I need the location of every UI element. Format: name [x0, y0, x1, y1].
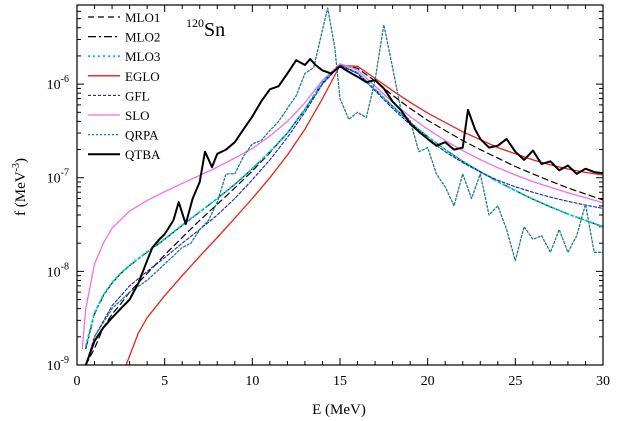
series-line-qrpa: [93, 7, 603, 338]
series-line-eglo: [125, 64, 603, 365]
y-tick-label: 10-7: [47, 168, 69, 187]
x-tick-label: 0: [74, 374, 81, 389]
nucleus-mass-number: 120: [186, 16, 204, 30]
legend: MLO1 MLO2 MLO3 EGLO GFL SLO QRPA QTBA: [88, 10, 161, 162]
nucleus-annotation: 120Sn: [186, 16, 225, 41]
legend-label-mlo1: MLO1: [125, 10, 160, 25]
y-axis-title-exponent: -3: [11, 163, 22, 171]
x-tick-label: 5: [161, 374, 168, 389]
y-axis-title-end: ): [13, 158, 29, 163]
y-axis-title-main: f (MeV: [13, 171, 29, 216]
y-tick-label: 10-9: [47, 355, 69, 374]
x-tick-label: 30: [596, 374, 610, 389]
plot-border: [76, 4, 604, 366]
chart-curves: [81, 7, 603, 365]
plot-frame: [76, 4, 604, 366]
legend-label-eglo: EGLO: [125, 69, 160, 84]
x-tick-label: 20: [421, 374, 435, 389]
legend-label-gfl: GFL: [125, 88, 150, 103]
legend-label-qtba: QTBA: [125, 147, 161, 162]
legend-label-slo: SLO: [125, 108, 150, 123]
chart-labels: 120Sn E (MeV) f (MeV-3): [11, 16, 366, 418]
x-tick-label: 10: [245, 374, 259, 389]
series-line-qtba: [84, 58, 603, 365]
series-line-gfl: [85, 64, 603, 365]
y-tick-label: 10-8: [47, 261, 69, 280]
legend-label-qrpa: QRPA: [125, 128, 159, 143]
legend-label-mlo3: MLO3: [125, 49, 160, 64]
legend-label-mlo2: MLO2: [125, 30, 160, 45]
x-axis-title: E (MeV): [312, 402, 366, 418]
series-line-mlo3: [84, 64, 603, 347]
y-tick-label: 10-6: [47, 74, 69, 93]
x-tick-label: 15: [333, 374, 347, 389]
series-line-slo: [81, 63, 603, 350]
y-axis-title: f (MeV-3): [11, 158, 29, 216]
x-tick-label: 25: [508, 374, 522, 389]
nucleus-symbol: Sn: [204, 19, 225, 41]
